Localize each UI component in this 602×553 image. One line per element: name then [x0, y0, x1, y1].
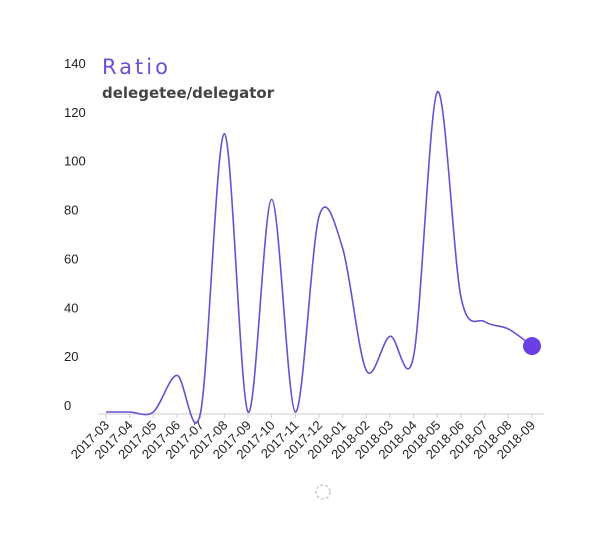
- data-points: [523, 337, 541, 356]
- series-line: [106, 91, 533, 424]
- y-tick-label: 120: [64, 105, 86, 120]
- x-axis: 2017-032017-042017-052017-062017-072017-…: [68, 414, 538, 462]
- y-tick-label: 80: [64, 203, 78, 218]
- chart-subtitle: delegetee/delegator: [102, 84, 275, 102]
- y-axis: 0 20 40 60 80 100 120 140: [64, 56, 86, 413]
- loading-spinner-icon: [315, 484, 331, 500]
- y-tick-label: 60: [64, 251, 78, 266]
- last-point-marker[interactable]: [523, 337, 541, 356]
- y-tick-label: 0: [64, 398, 71, 413]
- chart-title: Ratio: [102, 55, 171, 79]
- y-tick-label: 100: [64, 154, 86, 169]
- y-tick-label: 40: [64, 300, 78, 315]
- y-tick-label: 20: [64, 349, 78, 364]
- y-tick-label: 140: [64, 56, 86, 71]
